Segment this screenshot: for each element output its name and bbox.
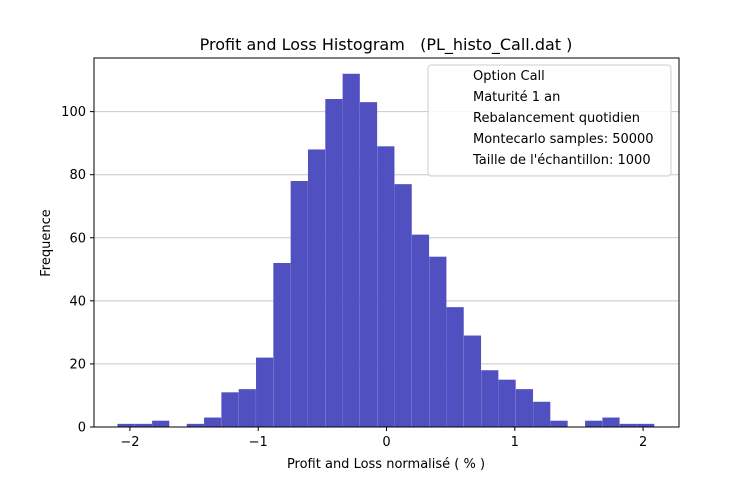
histogram-bar bbox=[221, 392, 239, 427]
y-tick-label: 40 bbox=[69, 294, 86, 309]
legend-entry: Option Call bbox=[473, 69, 545, 84]
y-axis-label: Frequence bbox=[39, 209, 54, 276]
y-tick-label: 80 bbox=[69, 168, 86, 183]
histogram-bar bbox=[533, 401, 551, 427]
legend-entry: Maturité 1 an bbox=[473, 90, 560, 105]
x-axis-label: Profit and Loss normalisé ( % ) bbox=[287, 457, 485, 472]
x-tick-label: −1 bbox=[249, 435, 268, 450]
histogram-bar bbox=[429, 256, 447, 427]
legend-entry: Montecarlo samples: 50000 bbox=[473, 132, 654, 147]
x-tick-label: 1 bbox=[511, 435, 519, 450]
histogram-bar bbox=[619, 423, 637, 427]
chart-title: Profit and Loss Histogram (PL_histo_Call… bbox=[200, 35, 573, 55]
y-tick-label: 0 bbox=[78, 421, 86, 436]
histogram-bar bbox=[117, 423, 135, 427]
y-tick-label: 60 bbox=[69, 231, 86, 246]
ticks-layer: 0 20 40 60 80 100 −2 −1 0 1 2 bbox=[61, 105, 647, 450]
histogram-bar bbox=[256, 357, 274, 427]
histogram-bar bbox=[550, 420, 568, 427]
legend-box bbox=[427, 64, 672, 177]
histogram-bar bbox=[463, 335, 482, 427]
histogram-bar bbox=[411, 234, 430, 427]
histogram-bar bbox=[342, 73, 360, 428]
histogram-bar bbox=[394, 184, 412, 427]
histogram-bar bbox=[307, 149, 326, 427]
x-tick-label: 0 bbox=[382, 435, 390, 450]
histogram-bar bbox=[481, 370, 499, 427]
legend-entry: Taille de l'échantillon: 1000 bbox=[472, 153, 651, 168]
histogram-bar bbox=[186, 423, 204, 427]
legend-entry: Rebalancement quotidien bbox=[473, 111, 640, 126]
histogram-bar bbox=[585, 420, 603, 427]
y-tick-label: 100 bbox=[61, 105, 86, 120]
histogram-bar bbox=[204, 417, 222, 427]
histogram-bar bbox=[602, 417, 620, 427]
histogram-bar bbox=[377, 146, 395, 428]
bars-layer bbox=[117, 73, 655, 428]
histogram-bar bbox=[498, 379, 516, 427]
histogram-bar bbox=[359, 102, 378, 428]
x-tick-label: −2 bbox=[120, 435, 139, 450]
histogram-bar bbox=[134, 423, 152, 427]
histogram-bar bbox=[238, 389, 256, 427]
y-tick-label: 20 bbox=[69, 357, 86, 372]
legend: Option Call Maturité 1 an Rebalancement … bbox=[427, 64, 672, 177]
histogram-bar bbox=[446, 307, 464, 427]
histogram-bar bbox=[152, 420, 170, 427]
histogram-bar bbox=[273, 263, 291, 427]
histogram-bar bbox=[515, 389, 534, 427]
x-tick-label: 2 bbox=[639, 435, 647, 450]
histogram-bar bbox=[290, 181, 308, 427]
histogram-bar bbox=[637, 423, 655, 427]
histogram-bar bbox=[325, 99, 343, 427]
